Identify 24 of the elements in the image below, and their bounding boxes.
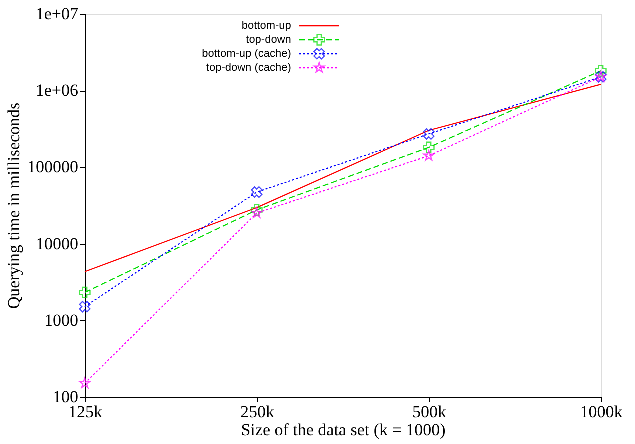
point	[79, 378, 91, 388]
legend-label: bottom-up (cache)	[202, 48, 292, 60]
x-tick-label: 250k	[240, 402, 275, 422]
point	[79, 286, 91, 299]
y-tick-label: 100000	[28, 158, 78, 177]
y-axis-title: Querying time in milliseconds	[4, 102, 24, 310]
point	[251, 204, 263, 216]
y-tick-label: 1e+06	[36, 81, 78, 100]
y-tick-label: 1e+07	[36, 4, 79, 24]
line-series	[84, 84, 602, 272]
y-tick-label: 10000	[36, 234, 78, 254]
point	[423, 142, 435, 154]
y-tick-label: 1000	[44, 310, 78, 330]
legend-label: top-down	[246, 34, 292, 46]
point	[251, 186, 263, 198]
x-tick-label: 1000k	[580, 402, 624, 422]
legend-label: bottom-up	[242, 20, 292, 32]
x-tick-label: 500k	[412, 402, 447, 422]
x-axis-title: Size of the data set (k = 1000)	[241, 420, 446, 440]
point	[79, 301, 91, 313]
point	[423, 150, 435, 161]
point	[251, 207, 263, 218]
legend-label: top-down (cache)	[206, 62, 292, 74]
point	[423, 128, 435, 140]
